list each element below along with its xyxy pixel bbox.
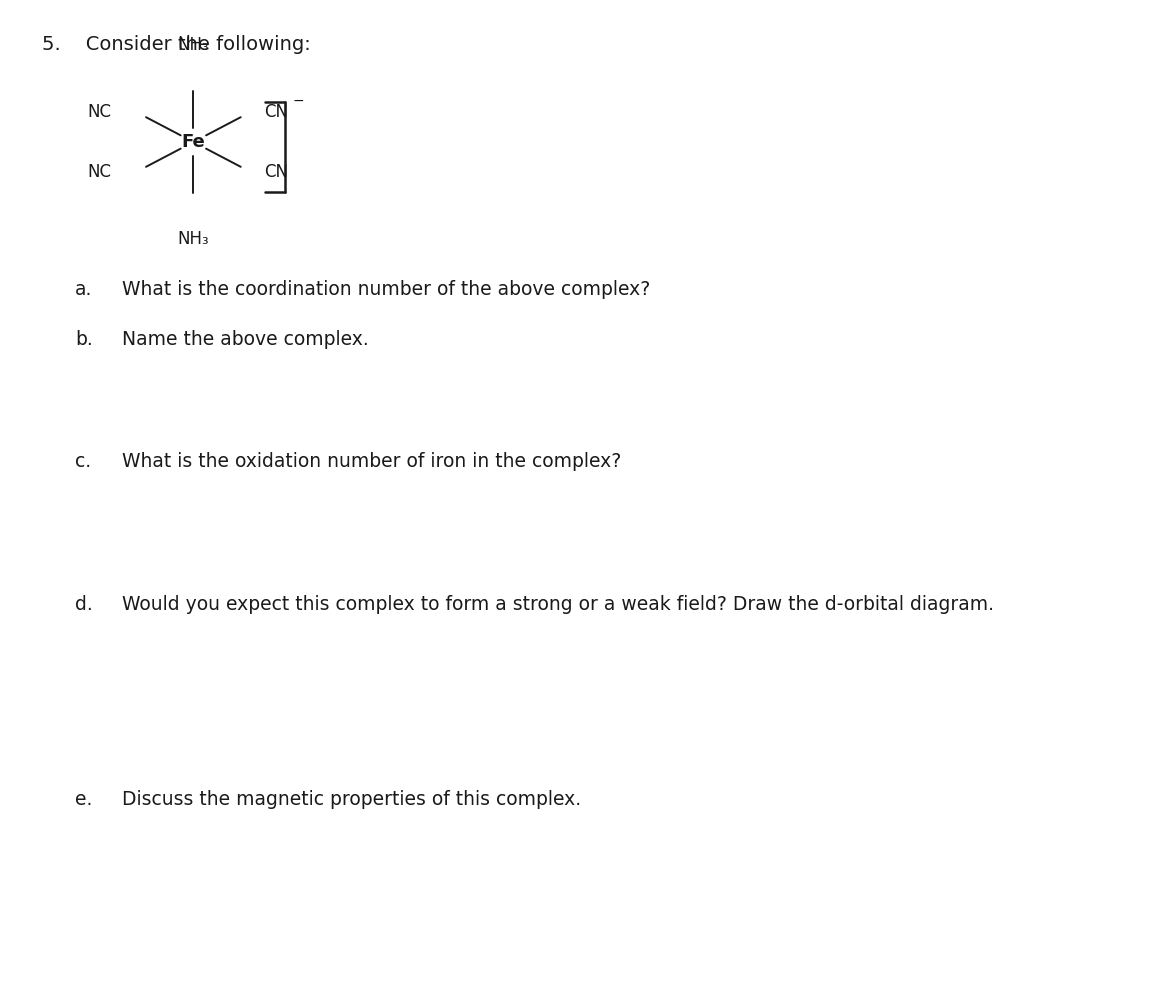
Text: NH₃: NH₃ <box>178 36 209 54</box>
Text: e.: e. <box>75 790 92 809</box>
Text: b.: b. <box>75 330 92 349</box>
Text: What is the oxidation number of iron in the complex?: What is the oxidation number of iron in … <box>122 452 621 471</box>
Text: d.: d. <box>75 595 92 614</box>
Text: −: − <box>292 94 304 108</box>
Text: CN: CN <box>264 103 288 121</box>
Text: 5.    Consider the following:: 5. Consider the following: <box>42 35 311 54</box>
Text: NC: NC <box>88 103 111 121</box>
Text: Discuss the magnetic properties of this complex.: Discuss the magnetic properties of this … <box>122 790 580 809</box>
Text: NH₃: NH₃ <box>178 230 209 248</box>
Text: CN: CN <box>264 163 288 181</box>
Text: Would you expect this complex to form a strong or a weak field? Draw the d-orbit: Would you expect this complex to form a … <box>122 595 993 614</box>
Text: c.: c. <box>75 452 91 471</box>
Text: Name the above complex.: Name the above complex. <box>122 330 369 349</box>
Text: NC: NC <box>88 163 111 181</box>
Text: Fe: Fe <box>181 133 205 151</box>
Text: What is the coordination number of the above complex?: What is the coordination number of the a… <box>122 280 649 299</box>
Text: a.: a. <box>75 280 92 299</box>
